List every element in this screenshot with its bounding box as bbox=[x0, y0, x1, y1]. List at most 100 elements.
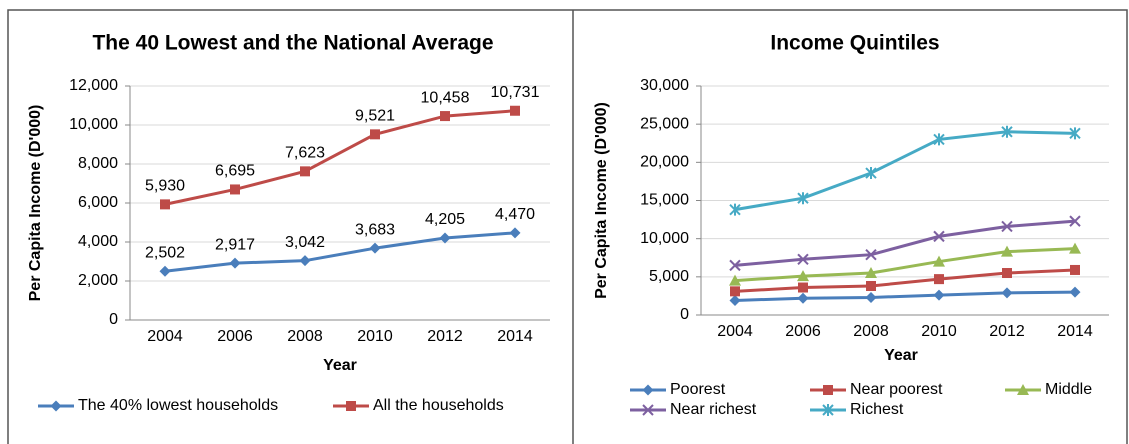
data-point bbox=[729, 203, 741, 216]
data-label: 9,521 bbox=[355, 108, 395, 125]
y-tick-label: 8,000 bbox=[78, 155, 118, 172]
data-point bbox=[299, 255, 311, 267]
data-point bbox=[1069, 127, 1081, 140]
legend-label: Richest bbox=[850, 401, 904, 418]
chart-title: Income Quintiles bbox=[770, 32, 939, 55]
y-tick-label: 25,000 bbox=[640, 115, 689, 132]
legend-label: Near richest bbox=[670, 401, 757, 418]
legend-marker bbox=[642, 404, 654, 416]
data-point bbox=[797, 253, 809, 265]
legend-marker bbox=[823, 385, 833, 395]
data-label: 4,470 bbox=[495, 206, 535, 223]
x-tick-label: 2004 bbox=[147, 328, 183, 345]
x-tick-label: 2004 bbox=[717, 323, 753, 340]
data-point bbox=[933, 255, 945, 267]
y-tick-label: 15,000 bbox=[640, 192, 689, 209]
data-point bbox=[1001, 245, 1013, 257]
y-tick-label: 5,000 bbox=[649, 268, 689, 285]
data-point bbox=[1001, 287, 1013, 299]
data-label: 2,502 bbox=[145, 244, 185, 261]
legend-label: Near poorest bbox=[850, 381, 943, 398]
data-point bbox=[1069, 242, 1081, 254]
y-tick-label: 4,000 bbox=[78, 233, 118, 250]
data-label: 2,917 bbox=[215, 236, 255, 253]
x-tick-label: 2012 bbox=[427, 328, 463, 345]
x-tick-label: 2014 bbox=[497, 328, 533, 345]
data-label: 7,623 bbox=[285, 145, 325, 162]
data-point bbox=[797, 292, 809, 304]
x-tick-label: 2008 bbox=[287, 328, 323, 345]
data-point bbox=[933, 289, 945, 301]
data-point bbox=[729, 294, 741, 306]
data-point bbox=[509, 227, 521, 239]
data-point bbox=[1069, 286, 1081, 298]
y-axis-title: Per Capita Income (D'000) bbox=[27, 105, 44, 302]
y-tick-label: 10,000 bbox=[69, 116, 118, 133]
data-point bbox=[865, 167, 877, 180]
y-tick-label: 0 bbox=[109, 311, 118, 328]
data-point bbox=[1001, 220, 1013, 233]
y-axis-title: Per Capita Income (D'000) bbox=[593, 102, 610, 299]
y-tick-label: 12,000 bbox=[69, 77, 118, 94]
series-line bbox=[734, 290, 1076, 302]
series-line bbox=[164, 109, 516, 206]
legend-label: The 40% lowest households bbox=[78, 397, 278, 414]
legend-marker bbox=[346, 401, 356, 411]
data-point bbox=[1069, 215, 1081, 227]
y-tick-label: 6,000 bbox=[78, 194, 118, 211]
data-point bbox=[230, 184, 240, 195]
data-label: 3,683 bbox=[355, 221, 395, 238]
data-point bbox=[933, 230, 945, 243]
data-point bbox=[866, 280, 876, 291]
series-line bbox=[734, 130, 1076, 212]
data-point bbox=[865, 248, 877, 261]
data-point bbox=[865, 291, 877, 303]
data-label: 6,695 bbox=[215, 163, 255, 180]
y-tick-label: 30,000 bbox=[640, 77, 689, 94]
y-tick-label: 0 bbox=[680, 306, 689, 323]
data-point bbox=[729, 274, 741, 286]
data-point bbox=[369, 242, 381, 254]
legend-label: Poorest bbox=[670, 381, 726, 398]
data-point bbox=[934, 274, 944, 285]
data-point bbox=[797, 192, 809, 205]
x-tick-label: 2008 bbox=[853, 323, 889, 340]
x-tick-label: 2010 bbox=[921, 323, 957, 340]
data-label: 10,458 bbox=[421, 89, 470, 106]
data-point bbox=[510, 105, 520, 116]
data-point bbox=[1001, 125, 1013, 138]
data-point bbox=[440, 111, 450, 122]
series-line bbox=[734, 219, 1076, 267]
x-axis-title: Year bbox=[884, 347, 918, 364]
data-point bbox=[229, 257, 241, 269]
data-point bbox=[160, 199, 170, 210]
chart-title: The 40 Lowest and the National Average bbox=[92, 32, 493, 55]
series-line bbox=[734, 268, 1076, 293]
x-tick-label: 2006 bbox=[217, 328, 253, 345]
data-point bbox=[730, 286, 740, 297]
y-tick-label: 20,000 bbox=[640, 154, 689, 171]
series-line bbox=[734, 247, 1076, 283]
legend-marker bbox=[822, 404, 834, 416]
series-line bbox=[164, 231, 516, 273]
data-point bbox=[1070, 264, 1080, 275]
data-label: 4,205 bbox=[425, 211, 465, 228]
y-tick-label: 2,000 bbox=[78, 272, 118, 289]
x-tick-label: 2010 bbox=[357, 328, 393, 345]
data-point bbox=[798, 282, 808, 293]
data-point bbox=[439, 232, 451, 244]
data-point bbox=[729, 259, 741, 272]
legend-label: All the households bbox=[373, 397, 504, 414]
data-point bbox=[1002, 268, 1012, 279]
data-point bbox=[370, 129, 380, 140]
legend-marker bbox=[1017, 384, 1029, 395]
data-point bbox=[300, 166, 310, 177]
data-point bbox=[933, 133, 945, 146]
data-point bbox=[865, 267, 877, 279]
data-point bbox=[797, 270, 809, 282]
legend-marker bbox=[642, 384, 654, 396]
x-tick-label: 2012 bbox=[989, 323, 1025, 340]
x-axis-title: Year bbox=[323, 357, 357, 374]
frame bbox=[7, 9, 1128, 444]
data-label: 10,731 bbox=[491, 84, 540, 101]
